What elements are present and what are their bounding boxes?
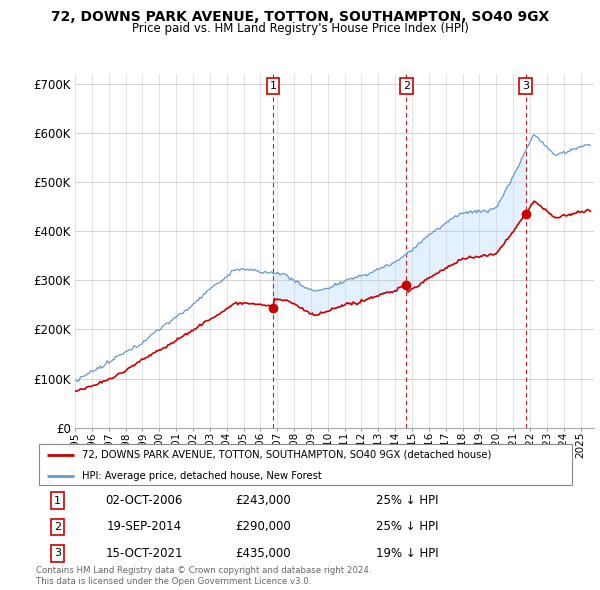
Text: 02-OCT-2006: 02-OCT-2006 — [106, 494, 182, 507]
Text: Price paid vs. HM Land Registry's House Price Index (HPI): Price paid vs. HM Land Registry's House … — [131, 22, 469, 35]
Text: 72, DOWNS PARK AVENUE, TOTTON, SOUTHAMPTON, SO40 9GX (detached house): 72, DOWNS PARK AVENUE, TOTTON, SOUTHAMPT… — [82, 450, 491, 460]
Text: £243,000: £243,000 — [235, 494, 290, 507]
Text: 3: 3 — [54, 549, 61, 559]
FancyBboxPatch shape — [39, 444, 572, 485]
Text: 19-SEP-2014: 19-SEP-2014 — [106, 520, 182, 533]
Text: 19% ↓ HPI: 19% ↓ HPI — [376, 547, 439, 560]
Text: 2: 2 — [403, 81, 410, 91]
Text: £435,000: £435,000 — [235, 547, 290, 560]
Text: 72, DOWNS PARK AVENUE, TOTTON, SOUTHAMPTON, SO40 9GX: 72, DOWNS PARK AVENUE, TOTTON, SOUTHAMPT… — [51, 10, 549, 24]
Text: 2: 2 — [54, 522, 61, 532]
Text: 1: 1 — [54, 496, 61, 506]
Text: HPI: Average price, detached house, New Forest: HPI: Average price, detached house, New … — [82, 471, 322, 481]
Text: 15-OCT-2021: 15-OCT-2021 — [105, 547, 183, 560]
Text: 25% ↓ HPI: 25% ↓ HPI — [376, 494, 439, 507]
Text: £290,000: £290,000 — [235, 520, 290, 533]
Text: Contains HM Land Registry data © Crown copyright and database right 2024.
This d: Contains HM Land Registry data © Crown c… — [36, 566, 371, 586]
Text: 1: 1 — [269, 81, 277, 91]
Text: 3: 3 — [522, 81, 529, 91]
Text: 25% ↓ HPI: 25% ↓ HPI — [376, 520, 439, 533]
